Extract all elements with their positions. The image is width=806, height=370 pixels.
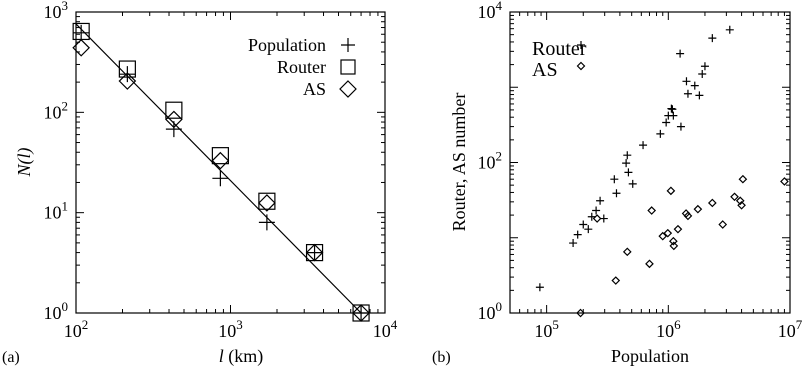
panel-b-x-tick-label: 105 bbox=[534, 317, 559, 341]
panel-b-router-point bbox=[639, 141, 647, 149]
panel-b-router-point bbox=[726, 26, 734, 34]
panel-b-as-point bbox=[739, 176, 746, 183]
panel-b-x-tick-label: 106 bbox=[656, 317, 681, 341]
panel-b-router-point bbox=[569, 239, 577, 247]
panel-a-x-axis-label: l (km) bbox=[219, 346, 264, 367]
panel-a-panel-label: (a) bbox=[2, 349, 20, 366]
panel-b-as-point bbox=[667, 187, 674, 194]
panel-b-router-point bbox=[682, 77, 690, 85]
panel-b-panel-label: (b) bbox=[432, 349, 451, 366]
panel-a-population-point bbox=[166, 121, 182, 137]
panel-b-router-point bbox=[684, 90, 692, 98]
panel-b-router-point bbox=[623, 151, 631, 159]
panel-a-y-tick-label: 103 bbox=[44, 0, 69, 22]
panel-b-as-point bbox=[709, 199, 716, 206]
panel-a-as-point bbox=[259, 195, 275, 211]
panel-a-x-tick-label: 103 bbox=[218, 317, 243, 341]
panel-a-legend-population-label: Population bbox=[248, 35, 326, 55]
panel-a-plot-frame bbox=[76, 12, 385, 313]
panel-a-x-tick-label: 104 bbox=[373, 317, 398, 341]
panel-b-y-axis-label: Router, AS number bbox=[449, 93, 469, 232]
panel-b-y-tick-label: 104 bbox=[478, 0, 503, 22]
panel-b-router-point bbox=[698, 70, 706, 78]
panel-b-y-tick-label: 100 bbox=[478, 299, 503, 323]
panel-a-legend-router-marker bbox=[341, 60, 355, 74]
panel-b-router-point bbox=[708, 34, 716, 42]
panel-b-router-point bbox=[629, 180, 637, 188]
panel-b-router-point bbox=[695, 91, 703, 99]
panel-a-legend-router-label: Router bbox=[277, 57, 326, 77]
panel-b-legend-as-label: AS bbox=[532, 59, 558, 81]
panel-b-router-point bbox=[662, 119, 670, 127]
panel-b-router-point bbox=[676, 50, 684, 58]
panel-a-legend-as-marker bbox=[340, 81, 356, 97]
panel-a-router-point bbox=[212, 148, 228, 164]
panel-b-router-point bbox=[691, 82, 699, 90]
panel-b-legend-router-label: Router bbox=[532, 38, 587, 60]
panel-b-router-point bbox=[668, 105, 676, 113]
panel-b-router-point bbox=[592, 207, 600, 215]
panel-b-as-point bbox=[694, 206, 701, 213]
panel-a-x-tick-label: 102 bbox=[64, 317, 89, 341]
panel-b-as-point bbox=[646, 260, 653, 267]
panel-b-router-point bbox=[669, 112, 677, 120]
panel-b-data-points bbox=[536, 26, 788, 317]
panel-b-as-point bbox=[731, 193, 738, 200]
panel-b-as-point bbox=[648, 207, 655, 214]
panel-a-population-point bbox=[212, 170, 228, 186]
panel-b-router-point bbox=[667, 105, 675, 113]
panel-b-router-point bbox=[610, 175, 618, 183]
panel-b-router-point bbox=[612, 189, 620, 197]
panel-b-as-point bbox=[674, 226, 681, 233]
panel-b-router-point bbox=[622, 159, 630, 167]
panel-a-y-tick-label: 101 bbox=[44, 199, 69, 223]
panel-b-router-point bbox=[579, 220, 587, 228]
panel-b-legend-as-marker bbox=[578, 63, 585, 70]
panel-b-as-point bbox=[612, 277, 619, 284]
panel-a-y-tick-label: 100 bbox=[44, 299, 69, 323]
panel-b-y-tick-label: 102 bbox=[478, 149, 503, 173]
panel-a-router-point bbox=[166, 102, 182, 118]
panel-b-as-point bbox=[594, 215, 601, 222]
panel-a-population-point bbox=[259, 214, 275, 230]
panel-b-router-point bbox=[596, 197, 604, 205]
panel-b-router-point bbox=[536, 283, 544, 291]
panel-b-router-point bbox=[574, 231, 582, 239]
panel-b-router-point bbox=[624, 168, 632, 176]
panel-a-as-point bbox=[212, 153, 228, 169]
panel-b-router-point bbox=[584, 225, 592, 233]
panel-b-router-point bbox=[677, 123, 685, 131]
panel-b-router-point bbox=[701, 62, 709, 70]
panel-a-y-tick-label: 102 bbox=[44, 98, 69, 122]
panel-b-x-tick-label: 107 bbox=[778, 317, 803, 341]
panel-b-x-axis-label: Population bbox=[611, 346, 689, 366]
panel-a-y-axis-label: N(l) bbox=[14, 147, 35, 177]
panel-b-as-point bbox=[719, 221, 726, 228]
panel-b-as-point bbox=[624, 248, 631, 255]
panel-a-population-point bbox=[307, 245, 323, 261]
panel-a-legend-population-marker bbox=[341, 38, 355, 52]
panel-b-router-point bbox=[656, 130, 664, 138]
panel-a-population-point bbox=[119, 66, 135, 82]
panel-a-legend-as-label: AS bbox=[303, 79, 326, 99]
